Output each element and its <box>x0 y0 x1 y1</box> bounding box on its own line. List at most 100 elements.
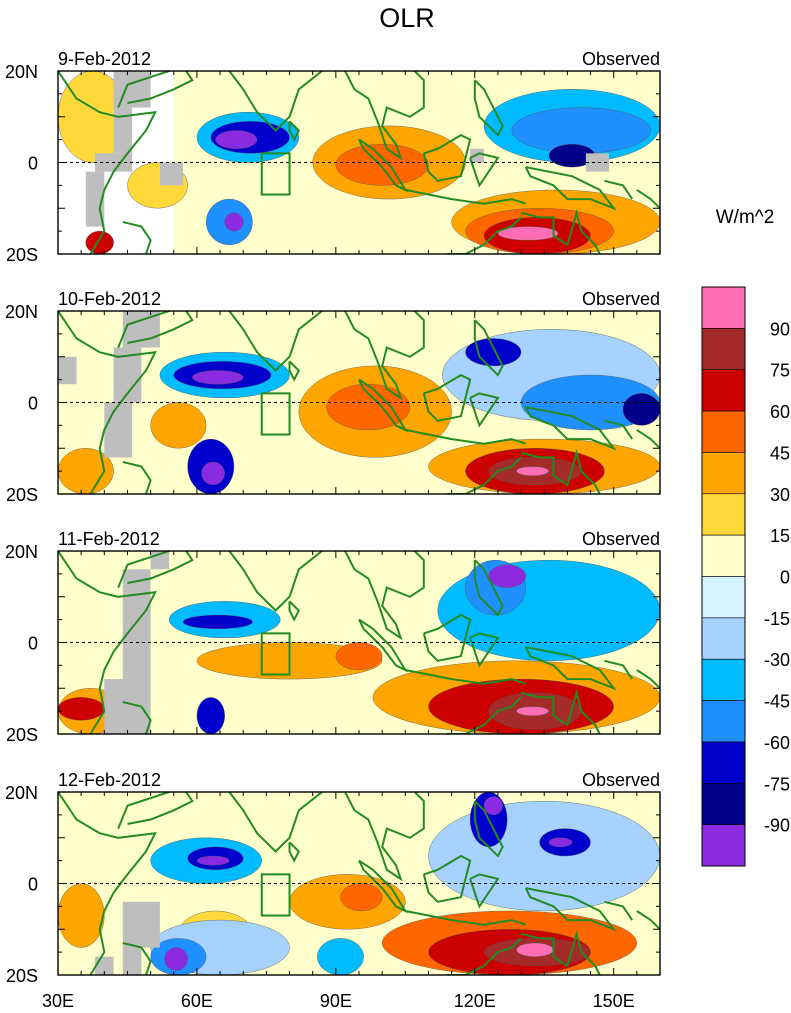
y-tick-label: 0 <box>28 875 38 895</box>
panel-date-label: 10-Feb-2012 <box>58 289 161 309</box>
x-tick-label: 60E <box>181 991 213 1011</box>
coastline <box>117 71 194 108</box>
colorbar-units-label: W/m^2 <box>716 207 775 228</box>
olr-field <box>58 792 660 975</box>
olr-contour-blob <box>150 402 207 449</box>
coastline <box>358 859 408 914</box>
coastline <box>288 600 301 622</box>
colorbar-swatch <box>701 286 746 329</box>
coastline <box>524 166 617 211</box>
y-tick-label: 20S <box>6 245 38 265</box>
region-box <box>260 632 291 676</box>
olr-contour-blob <box>335 144 429 186</box>
coastline <box>122 461 152 494</box>
coastline <box>288 120 301 142</box>
coastline <box>473 559 504 617</box>
colorbar-tick-label: -90 <box>764 816 790 836</box>
missing-data-cell <box>585 153 610 172</box>
coastline <box>228 71 323 132</box>
olr-contour-blob <box>516 942 554 957</box>
chart-title: OLR <box>379 3 435 33</box>
coastline <box>228 792 323 853</box>
colorbar-swatch <box>701 369 746 412</box>
olr-contour-blob <box>548 837 573 848</box>
x-tick-label: 30E <box>42 991 74 1011</box>
olr-contour-blob <box>224 212 244 232</box>
panel-date-label: 12-Feb-2012 <box>58 770 161 790</box>
colorbar-tick-label: -45 <box>764 692 790 712</box>
colorbar-tick-label: -75 <box>764 774 790 794</box>
coastline <box>447 456 522 494</box>
coastline <box>358 138 408 193</box>
olr-contour-blob <box>58 697 105 721</box>
colorbar-frame <box>701 286 746 867</box>
y-tick-label: 20S <box>6 966 38 986</box>
olr-contour-blob <box>622 393 660 426</box>
coastline <box>473 79 504 137</box>
coastline <box>636 189 660 210</box>
colorbar: 90 75 60 45 30 15 0 -15 -30 -45 -60 -75 -90 <box>701 286 790 867</box>
coastline <box>344 792 425 882</box>
olr-field <box>58 551 660 734</box>
coastline <box>58 71 157 254</box>
coastline <box>447 216 522 254</box>
coastline <box>422 133 472 182</box>
coastline <box>117 792 194 829</box>
coastline <box>344 551 425 641</box>
missing-data-cell <box>104 679 133 734</box>
colorbar-swatch <box>701 576 746 619</box>
olr-contour-blob <box>335 642 383 671</box>
coastline <box>604 179 634 200</box>
coastline <box>344 71 425 161</box>
coastline <box>122 942 152 975</box>
coastline <box>405 428 527 445</box>
coastline <box>604 900 634 921</box>
coastline <box>604 659 634 680</box>
olr-contour-blob <box>340 883 383 912</box>
olr-contour-blob <box>483 796 503 816</box>
colorbar-tick-label: -30 <box>764 650 790 670</box>
panel-observed-label: Observed <box>582 49 660 69</box>
region-box <box>260 392 291 436</box>
colorbar-tick-label: 15 <box>770 526 790 546</box>
olr-contour-blob <box>201 461 225 486</box>
olr-contour-blob <box>58 448 114 494</box>
coastline <box>636 910 660 931</box>
coastline <box>469 392 500 428</box>
coastline <box>422 373 472 422</box>
panel-date-label: 9-Feb-2012 <box>58 49 151 69</box>
coastline <box>422 613 472 662</box>
missing-data-cell <box>58 356 77 385</box>
colorbar-swatch <box>701 824 746 867</box>
coastline <box>520 208 601 254</box>
coastline <box>520 929 601 975</box>
colorbar-tick-label: 90 <box>770 319 790 339</box>
map-panel: 20N 0 20S 9-Feb-2012 Observed <box>5 49 661 265</box>
region-box <box>260 152 291 196</box>
coastline <box>524 887 617 932</box>
coastline <box>228 551 323 612</box>
x-tick-label: 150E <box>593 991 635 1011</box>
colorbar-tick-label: -15 <box>764 609 790 629</box>
colorbar-tick-label: 0 <box>780 568 790 588</box>
missing-data-cell <box>122 901 160 948</box>
olr-contour-blob <box>182 614 253 629</box>
y-tick-label: 20N <box>5 62 38 82</box>
y-tick-label: 20N <box>5 542 38 562</box>
y-tick-label: 0 <box>28 634 38 654</box>
coastline <box>358 378 408 433</box>
olr-contour-blob <box>164 947 188 971</box>
colorbar-swatch <box>701 741 746 784</box>
olr-contour-blob <box>58 883 105 948</box>
coastline <box>469 152 500 188</box>
coastline <box>604 419 634 440</box>
panel-observed-label: Observed <box>582 770 660 790</box>
coastline <box>473 319 504 377</box>
y-tick-label: 20S <box>6 725 38 745</box>
colorbar-swatch <box>701 782 746 825</box>
coastline <box>636 669 660 690</box>
olr-contour-blob <box>488 564 526 588</box>
x-axis-tick-labels: 30E 60E 90E 120E 150E <box>42 991 635 1011</box>
coastline <box>117 551 194 588</box>
